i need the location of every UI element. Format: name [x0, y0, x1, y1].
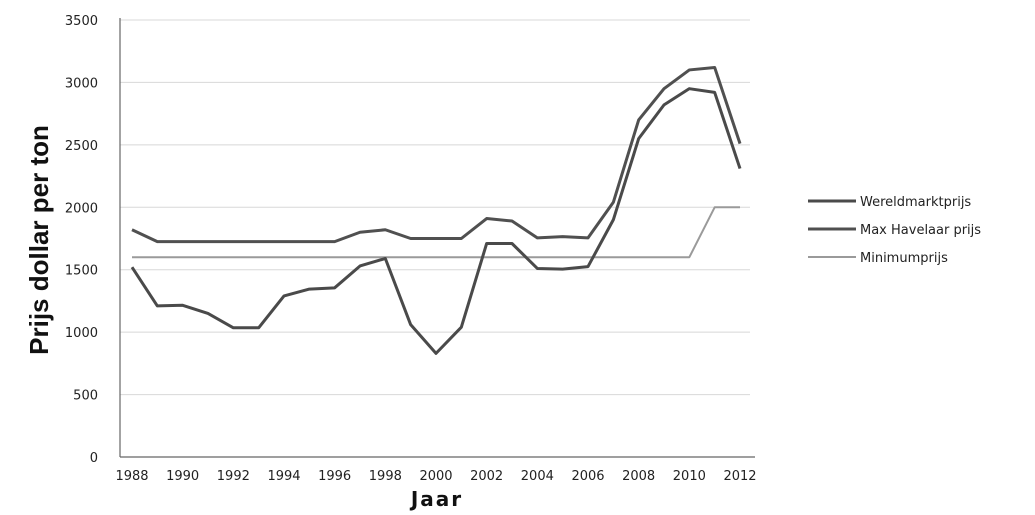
x-tick-label: 2012 [723, 469, 756, 484]
series-line-wereldmarktprijs [130, 87, 742, 355]
y-tick-label: 2000 [65, 201, 98, 216]
legend-label: Max Havelaar prijs [860, 223, 981, 238]
y-tick-label: 0 [90, 451, 98, 466]
y-tick-label: 3500 [65, 14, 98, 29]
x-tick-label: 1992 [217, 469, 250, 484]
x-tick-label: 1996 [318, 469, 351, 484]
x-tick-label: 1994 [267, 469, 300, 484]
y-tick-label: 1000 [65, 326, 98, 341]
x-axis-label: Jaar [409, 487, 463, 511]
legend: Wereldmarktprijs Max Havelaar prijs Minimu… [808, 195, 981, 266]
legend-label: Wereldmarktprijs [860, 195, 971, 210]
series-lines [130, 65, 742, 355]
y-tick-label: 500 [73, 389, 98, 404]
series-line-minimumprijs [132, 206, 740, 259]
gridlines [120, 19, 750, 396]
x-tick-label: 1990 [166, 469, 199, 484]
x-tick-label: 2002 [470, 469, 503, 484]
y-tick-label: 2500 [65, 139, 98, 154]
x-tick-label: 2010 [673, 469, 706, 484]
x-tick-label: 2006 [571, 469, 604, 484]
y-tick-label: 3000 [65, 76, 98, 91]
x-tick-label: 2008 [622, 469, 655, 484]
y-tick-label: 1500 [65, 264, 98, 279]
x-tick-label: 2000 [419, 469, 452, 484]
y-tick-labels: 0 500 1000 1500 2000 2500 3000 3500 [65, 14, 98, 466]
y-axis-label: Prijs dollar per ton [24, 125, 54, 355]
axes [119, 18, 755, 458]
x-tick-label: 1998 [369, 469, 402, 484]
legend-label: Minimumprijs [860, 251, 948, 266]
x-tick-label: 2004 [521, 469, 554, 484]
series-line-max-havelaar-prijs [131, 65, 742, 244]
x-tick-labels: 1988 1990 1992 1994 1996 1998 2000 2002 2004 2006… [115, 469, 756, 484]
x-tick-label: 1988 [115, 469, 148, 484]
